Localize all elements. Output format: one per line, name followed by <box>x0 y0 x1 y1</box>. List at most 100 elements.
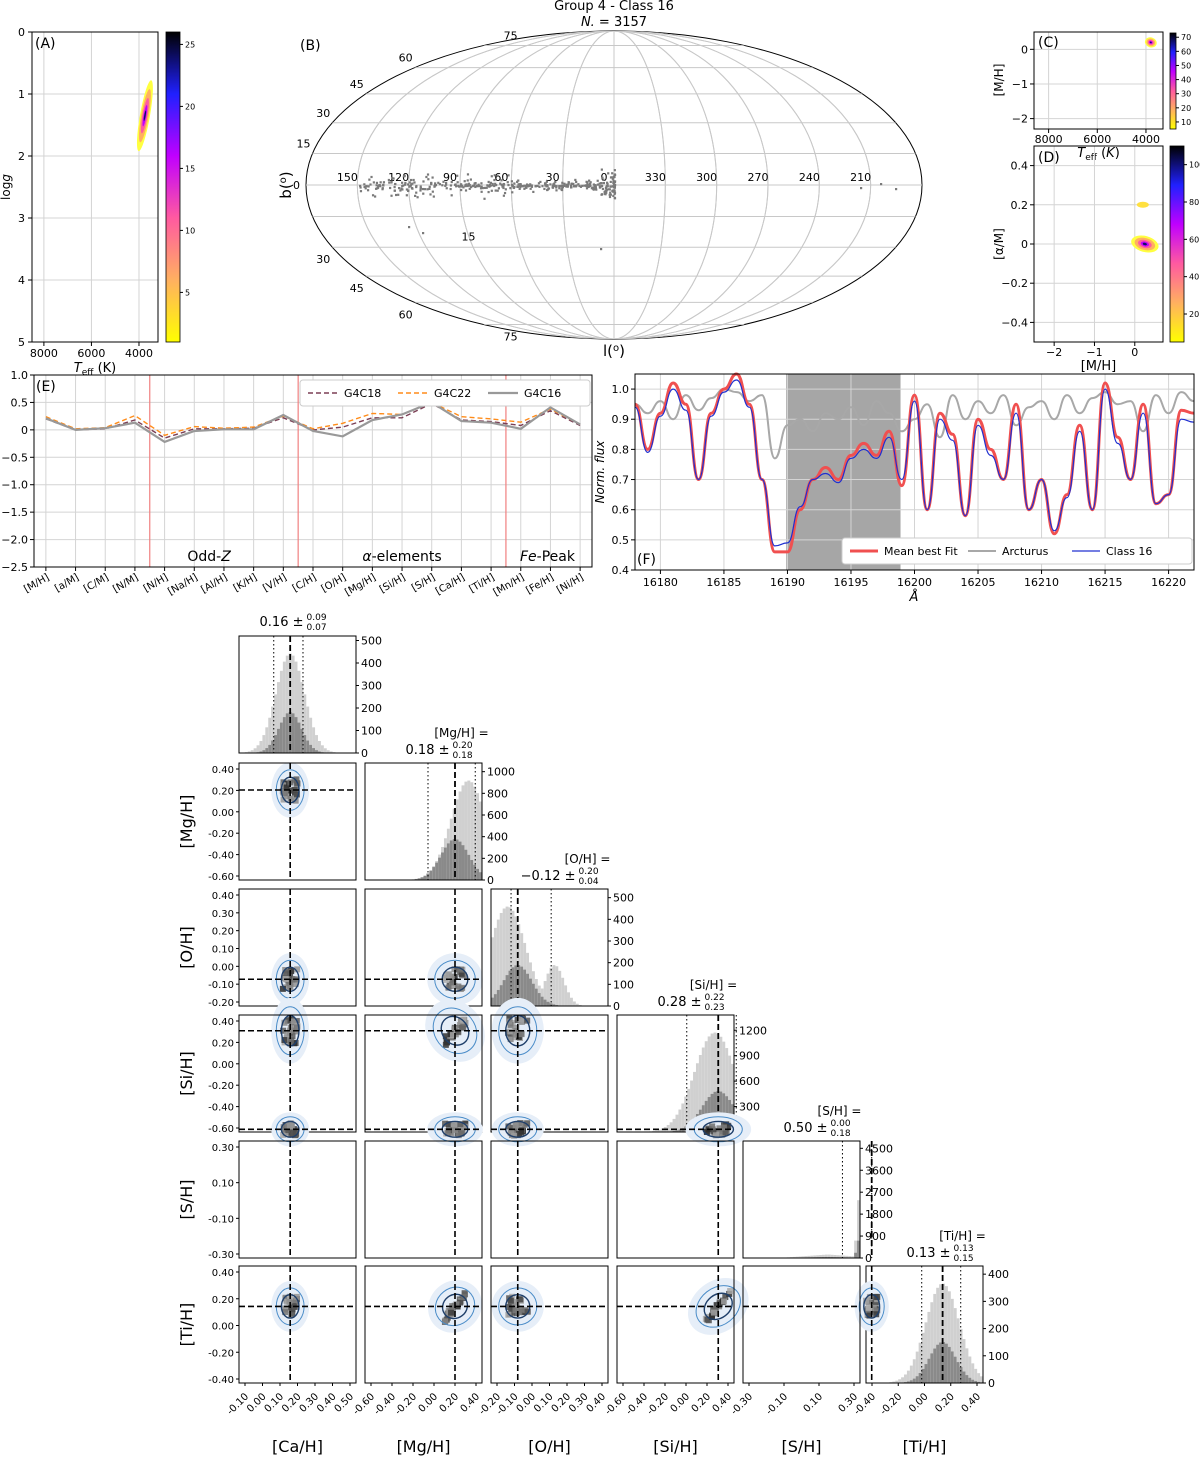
star-point <box>375 181 379 184</box>
hist-bar-light <box>701 1047 705 1132</box>
star-point <box>434 182 437 185</box>
star-point <box>612 190 615 193</box>
panel-label: (A) <box>35 36 56 52</box>
star-point <box>523 184 526 187</box>
hist-title-err-minus: 0.18 <box>831 1129 851 1139</box>
density-cell <box>451 973 458 980</box>
star-point <box>537 182 541 185</box>
star-point <box>539 180 542 184</box>
star-point <box>526 185 530 188</box>
star-point <box>565 185 568 188</box>
density-cell <box>517 1120 524 1127</box>
hist-bar-light <box>285 655 289 753</box>
pair-frame <box>616 1265 735 1384</box>
star-point <box>567 183 570 186</box>
star-point <box>474 185 477 189</box>
star-point <box>473 182 476 185</box>
hist-y-tick-label: 0 <box>487 874 494 887</box>
star-point <box>613 173 617 176</box>
hist-bar-light <box>312 727 316 753</box>
x-tick-label: 6000 <box>1083 133 1111 146</box>
hist-bar-light <box>303 694 307 753</box>
star-point <box>611 172 614 175</box>
x-tick-label: [S/H] <box>410 572 437 594</box>
corner-y-tick-label: 0.40 <box>212 1017 234 1028</box>
star-point <box>445 183 448 186</box>
hist-frame <box>238 635 357 754</box>
star-point <box>405 188 409 191</box>
star-point <box>493 184 496 188</box>
star-point <box>379 185 382 188</box>
hist-bar-dark <box>259 751 263 753</box>
corner-y-tick-label: 0.40 <box>212 765 234 776</box>
hist-bar-light <box>511 910 515 1006</box>
hist-bar-light <box>499 912 503 1006</box>
density-cell <box>508 1309 515 1316</box>
panel-a-teff-logg: 8000 6000 4000 0 1 2 3 4 5 (A) logg Teff (K) 5 10 15 20… <box>0 26 195 378</box>
hist-bar-light <box>824 1254 828 1258</box>
y-tick-label: 3 <box>18 212 25 225</box>
star-point <box>409 184 412 188</box>
star-point <box>375 184 378 187</box>
hist-bar-dark <box>473 864 477 880</box>
y-tick-label: −0.5 <box>1 451 28 464</box>
hist-bar-dark <box>297 722 301 753</box>
corner-x-tick-label: 0.10 <box>532 1391 556 1415</box>
x-tick-label: 8000 <box>1035 133 1063 146</box>
star-point <box>464 183 467 186</box>
star-point <box>481 186 484 190</box>
hist-bar-light <box>901 1377 905 1383</box>
x-axis-label: Teff (K) <box>74 361 117 378</box>
corner-x-tick-label: 0.20 <box>933 1391 957 1415</box>
density-cell <box>283 984 290 991</box>
hist-bar-dark <box>499 985 503 1006</box>
star-point <box>511 184 514 187</box>
hist-bar-light <box>698 1055 702 1132</box>
star-point <box>494 189 497 192</box>
star-point <box>407 189 410 192</box>
star-point <box>495 183 498 187</box>
corner-x-axis-label: [O/H] <box>528 1437 571 1456</box>
hist-bar-dark <box>529 978 532 1006</box>
hist-bar-dark <box>271 740 275 753</box>
pair-frame <box>238 762 357 881</box>
star-point <box>612 179 615 183</box>
star-point <box>549 183 552 186</box>
density-cell <box>505 1303 512 1310</box>
star-point <box>485 186 488 189</box>
star-point <box>401 184 404 188</box>
star-point <box>553 184 556 187</box>
density-cell <box>280 1027 287 1034</box>
legend-label: G4C16 <box>524 387 561 400</box>
star-point <box>502 184 505 188</box>
pair-panel <box>238 1265 357 1384</box>
hist-bar-light <box>704 1041 708 1132</box>
density-cell <box>292 981 299 988</box>
x-axis-label: Å <box>909 589 919 605</box>
star-point <box>426 188 429 191</box>
hist-bar-light <box>819 1255 822 1258</box>
legend-label: G4C18 <box>344 387 381 400</box>
star-point <box>560 185 563 188</box>
corner-y-tick-label: 0.20 <box>212 1038 234 1049</box>
corner-x-tick-label: 0.00 <box>417 1391 441 1415</box>
corner-x-tick-label: -0.20 <box>645 1391 671 1417</box>
density-cell <box>450 1032 457 1039</box>
figure-subtitle: N. = 3157 <box>581 15 647 30</box>
latitude-label: 75 <box>504 29 518 42</box>
hist-bar-dark <box>552 1004 556 1006</box>
density-cell <box>289 1033 296 1040</box>
star-point <box>370 175 373 179</box>
density-cell <box>281 1019 288 1026</box>
hist-bar-dark <box>282 717 286 753</box>
star-point <box>409 178 413 182</box>
density-cell <box>720 1124 727 1131</box>
star-point <box>391 176 394 180</box>
star-point <box>480 182 483 185</box>
y-tick-label: 0.2 <box>1011 199 1029 212</box>
star-point <box>364 187 367 190</box>
colorbar-tick-label: 5 <box>185 288 190 297</box>
density-contour <box>434 1286 476 1327</box>
star-point <box>609 193 612 196</box>
